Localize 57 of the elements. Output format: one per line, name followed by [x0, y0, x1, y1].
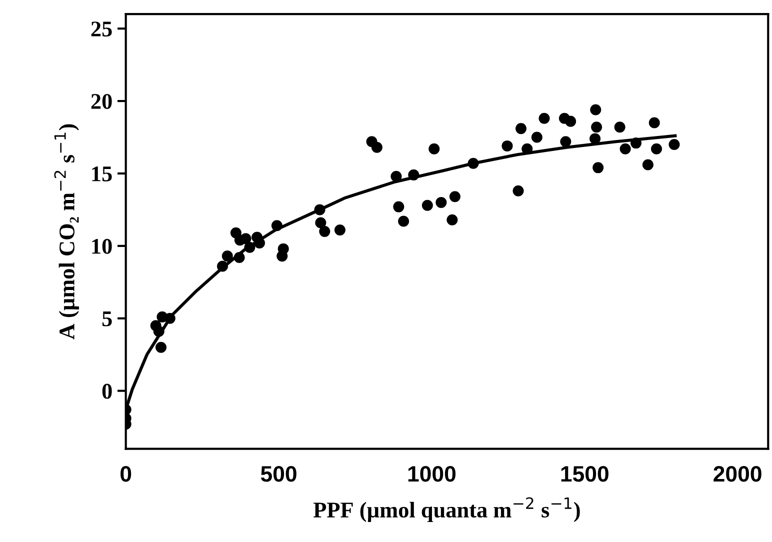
point [156, 342, 167, 353]
y-tick-label: 0 [102, 384, 112, 399]
point [240, 233, 252, 244]
point [590, 133, 601, 144]
y-tick-label: 15 [92, 166, 112, 182]
x-tick-label: 2000 [714, 466, 762, 482]
point [591, 122, 602, 133]
point [449, 191, 460, 202]
point [668, 138, 680, 150]
y-tick-label: 5 [102, 312, 112, 326]
point [393, 201, 404, 212]
point [244, 242, 256, 253]
point [254, 238, 265, 249]
point [590, 104, 602, 116]
point [436, 196, 447, 208]
point [276, 250, 288, 262]
point [371, 142, 382, 153]
point [314, 204, 326, 216]
point [319, 226, 330, 237]
point [565, 116, 576, 127]
point [408, 169, 420, 180]
point [516, 123, 527, 134]
point [650, 143, 662, 154]
point [271, 220, 282, 232]
point [531, 132, 542, 143]
point [614, 122, 626, 133]
point [315, 217, 326, 228]
y-tick-label: 10 [92, 238, 112, 254]
x-tick-label: 0 [120, 466, 132, 482]
point [390, 170, 402, 182]
point [234, 252, 245, 264]
x-tick-label: 1500 [561, 466, 608, 482]
point [630, 138, 642, 149]
point [153, 326, 164, 337]
point [648, 117, 660, 128]
y-tick-label: 25 [91, 22, 112, 37]
point [446, 214, 458, 226]
point [428, 143, 440, 154]
point [560, 136, 572, 148]
y-tick-label: 20 [91, 94, 112, 109]
point [502, 140, 513, 152]
point [422, 200, 433, 211]
x-axis-title: PPF (µmol quanta m$^{−2}$ s$^{−1}$) [313, 497, 580, 522]
x-tick-label: 1000 [408, 466, 456, 482]
x-tick-label: 500 [260, 466, 296, 482]
point [592, 162, 604, 174]
point [468, 158, 479, 169]
y-axis-title: A (µmol CO₂ m$^{−2}$ s$^{−1}$) [54, 124, 79, 340]
point [512, 185, 524, 196]
point [398, 216, 410, 227]
point [642, 159, 654, 170]
point [620, 143, 631, 154]
point [334, 224, 346, 236]
point [164, 312, 176, 324]
point [538, 112, 550, 124]
point [222, 250, 233, 262]
point [216, 260, 228, 272]
